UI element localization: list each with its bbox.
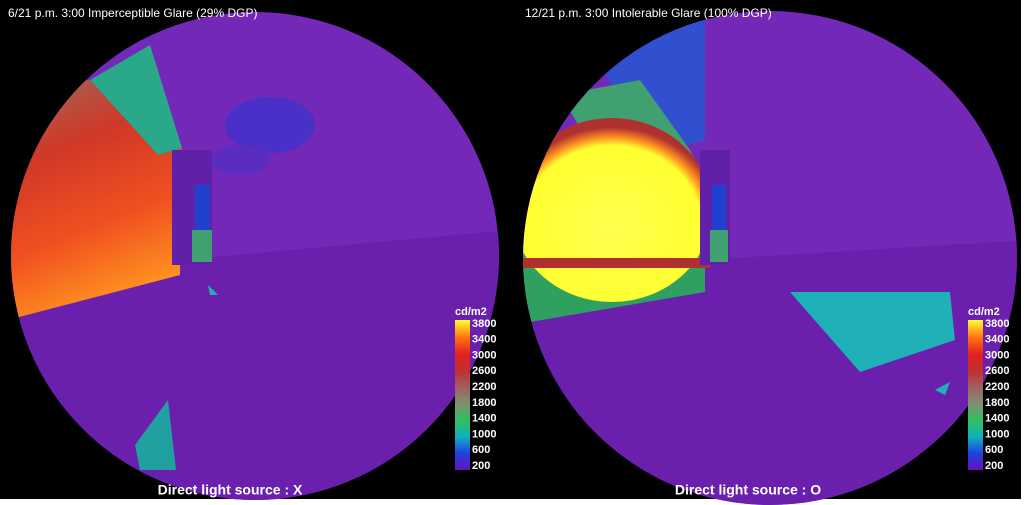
legend-label: 3000 [472, 349, 496, 361]
legend-label: 200 [472, 460, 490, 472]
legend-label: 600 [472, 444, 490, 456]
legend-unit: cd/m2 [455, 306, 487, 318]
legend-label: 1400 [472, 413, 496, 425]
legend-label: 2600 [472, 365, 496, 377]
legend-label: 1000 [472, 428, 496, 440]
panel-title: 6/21 p.m. 3:00 Imperceptible Glare (29% … [8, 6, 257, 20]
legend-label: 3800 [985, 318, 1009, 330]
legend-label: 200 [985, 460, 1003, 472]
legend-label: 3800 [472, 318, 496, 330]
legend-label: 2200 [472, 381, 496, 393]
legend-label: 3000 [985, 349, 1009, 361]
panel-caption: Direct light source : X [158, 482, 303, 498]
panel-caption: Direct light source : O [675, 482, 821, 498]
panel-title: 12/21 p.m. 3:00 Intolerable Glare (100% … [525, 6, 772, 20]
legend-unit: cd/m2 [968, 306, 1000, 318]
legend-label: 600 [985, 444, 1003, 456]
figure: 6/21 p.m. 3:00 Imperceptible Glare (29% … [0, 0, 1029, 505]
page: 6/21 p.m. 3:00 Imperceptible Glare (29% … [0, 0, 1029, 505]
legend-label: 1800 [985, 397, 1009, 409]
legend-label: 2200 [985, 381, 1009, 393]
legend-label: 3400 [472, 334, 496, 346]
legend-label: 1000 [985, 428, 1009, 440]
legend-label: 1800 [472, 397, 496, 409]
legend-label: 2600 [985, 365, 1009, 377]
legend-label: 1400 [985, 413, 1009, 425]
color-scale [455, 320, 470, 470]
legend-label: 3400 [985, 334, 1009, 346]
color-scale [968, 320, 983, 470]
